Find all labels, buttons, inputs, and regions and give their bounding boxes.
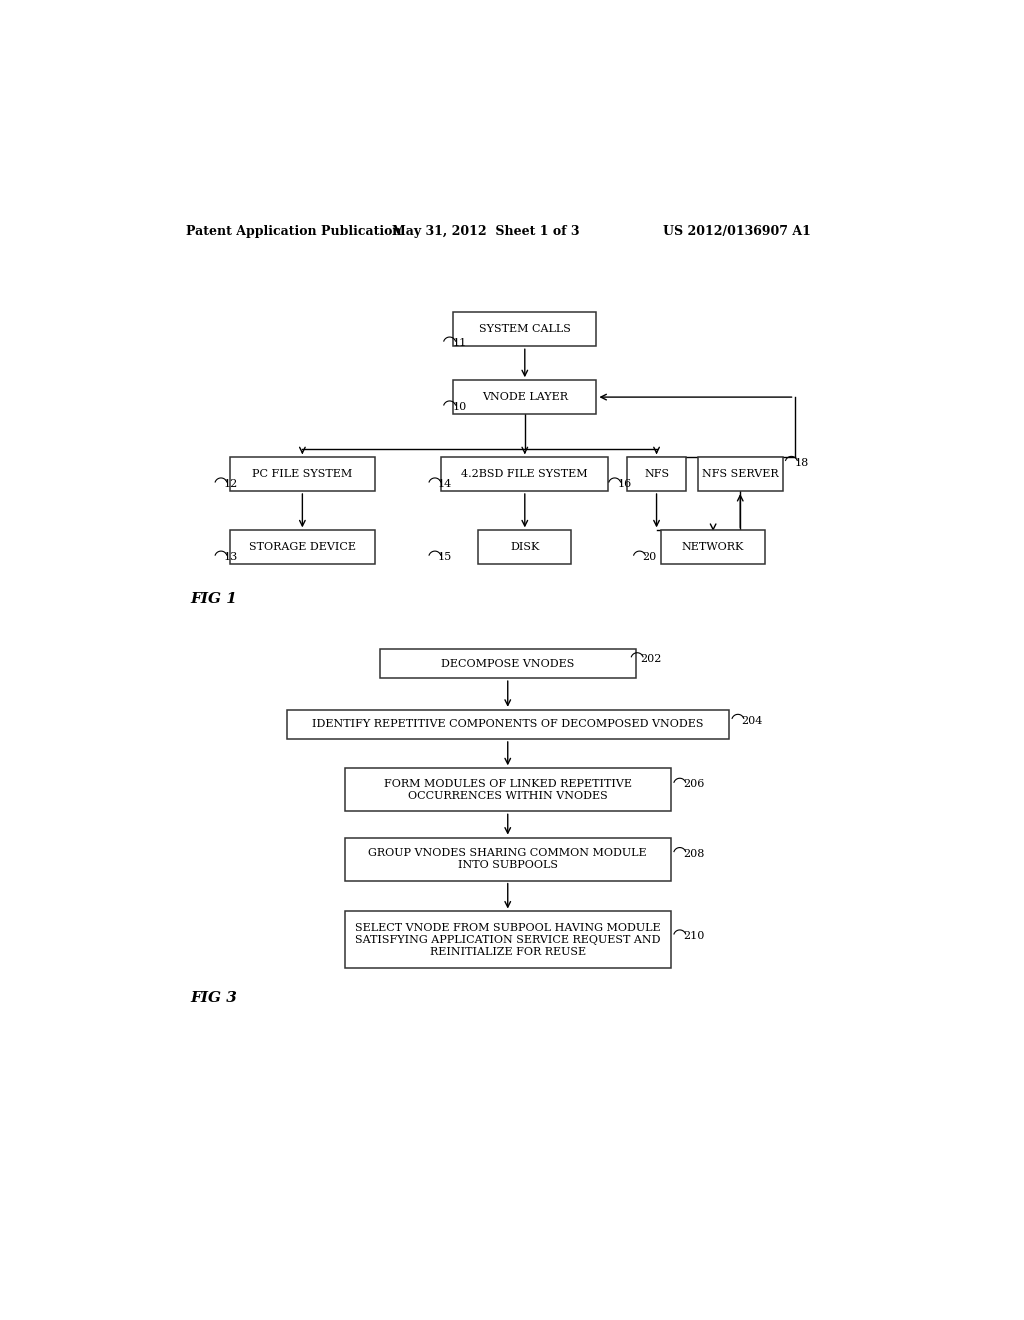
FancyBboxPatch shape [229,531,375,564]
Text: DISK: DISK [510,543,540,552]
FancyBboxPatch shape [453,313,597,346]
Text: 206: 206 [683,779,705,789]
Text: US 2012/0136907 A1: US 2012/0136907 A1 [663,224,811,238]
Text: FORM MODULES OF LINKED REPETITIVE
OCCURRENCES WITHIN VNODES: FORM MODULES OF LINKED REPETITIVE OCCURR… [384,779,632,801]
Text: May 31, 2012  Sheet 1 of 3: May 31, 2012 Sheet 1 of 3 [391,224,579,238]
Text: NFS SERVER: NFS SERVER [701,469,778,479]
FancyBboxPatch shape [345,837,671,880]
Text: IDENTIFY REPETITIVE COMPONENTS OF DECOMPOSED VNODES: IDENTIFY REPETITIVE COMPONENTS OF DECOMP… [312,719,703,730]
Text: FIG 3: FIG 3 [190,991,237,1005]
Text: 10: 10 [453,403,467,412]
Text: DECOMPOSE VNODES: DECOMPOSE VNODES [441,659,574,668]
FancyBboxPatch shape [380,649,636,678]
Text: 18: 18 [795,458,809,467]
Text: 204: 204 [741,715,763,726]
FancyBboxPatch shape [478,531,571,564]
FancyBboxPatch shape [628,457,686,491]
FancyBboxPatch shape [229,457,375,491]
Text: 15: 15 [438,552,453,562]
Text: VNODE LAYER: VNODE LAYER [482,392,567,403]
FancyBboxPatch shape [345,911,671,969]
Text: 4.2BSD FILE SYSTEM: 4.2BSD FILE SYSTEM [462,469,588,479]
Text: PC FILE SYSTEM: PC FILE SYSTEM [252,469,352,479]
Text: FIG 1: FIG 1 [190,591,237,606]
Text: 13: 13 [224,552,239,562]
Text: 14: 14 [438,479,453,490]
Text: NETWORK: NETWORK [682,543,744,552]
FancyBboxPatch shape [660,531,765,564]
Text: NFS: NFS [644,469,669,479]
Text: SYSTEM CALLS: SYSTEM CALLS [479,325,570,334]
FancyBboxPatch shape [453,380,597,414]
Text: STORAGE DEVICE: STORAGE DEVICE [249,543,356,552]
Text: 12: 12 [224,479,239,490]
Text: GROUP VNODES SHARING COMMON MODULE
INTO SUBPOOLS: GROUP VNODES SHARING COMMON MODULE INTO … [369,847,647,870]
Text: 202: 202 [640,653,662,664]
Text: Patent Application Publication: Patent Application Publication [186,224,401,238]
FancyBboxPatch shape [697,457,783,491]
Text: 208: 208 [683,849,705,859]
Text: 11: 11 [453,338,467,348]
FancyBboxPatch shape [345,768,671,812]
Text: 16: 16 [617,479,632,490]
Text: 20: 20 [643,552,656,562]
Text: 210: 210 [683,931,705,941]
FancyBboxPatch shape [287,710,729,739]
FancyBboxPatch shape [441,457,608,491]
Text: SELECT VNODE FROM SUBPOOL HAVING MODULE
SATISFYING APPLICATION SERVICE REQUEST A: SELECT VNODE FROM SUBPOOL HAVING MODULE … [355,923,660,957]
